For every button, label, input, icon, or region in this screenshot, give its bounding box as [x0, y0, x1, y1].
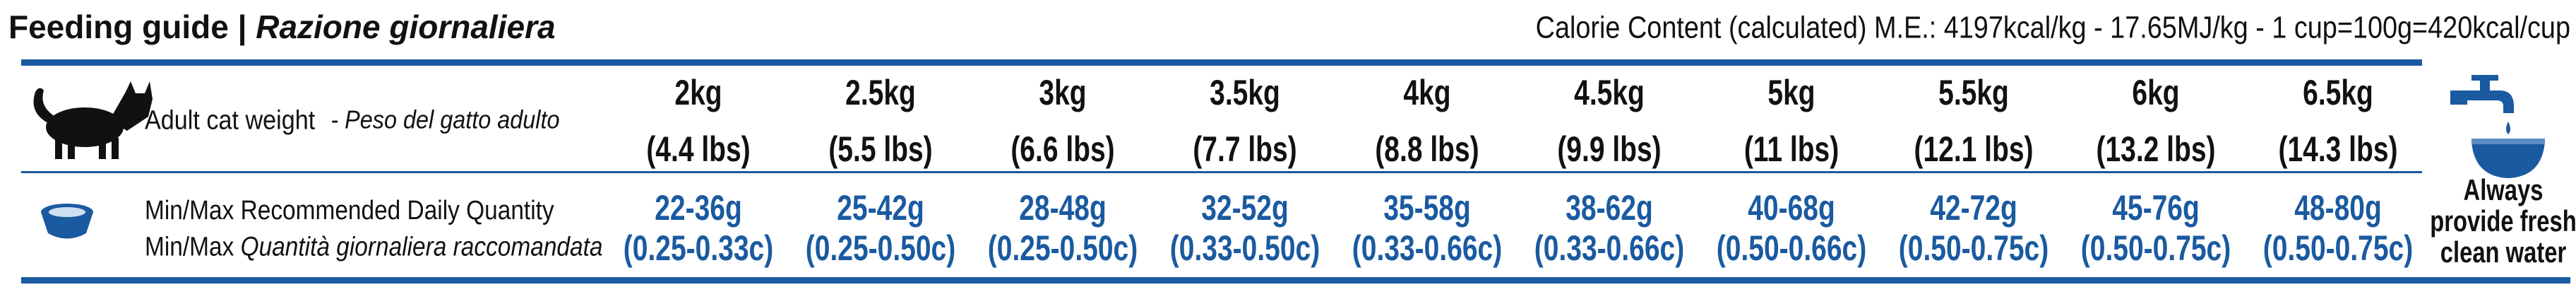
bottom-rule: [21, 277, 2570, 283]
weight-label-it: - Peso del gatto adulto: [330, 106, 559, 134]
quantity-cups: (0.25-0.50c): [988, 228, 1138, 268]
weight-kg: 4kg: [1403, 72, 1450, 112]
quantity-label: Min/Max Recommended Daily Quantity: [145, 195, 554, 225]
weight-lbs: (12.1 lbs): [1914, 129, 2033, 169]
quantity-label-it-prefix: Min/Max: [145, 232, 234, 262]
water-tap-icon: [2450, 75, 2545, 178]
weight-lbs: (5.5 lbs): [828, 129, 932, 169]
quantity-cups: (0.33-0.66c): [1534, 228, 1684, 268]
water-note-line: Always: [2464, 173, 2544, 206]
quantity-grams: 32-52g: [1201, 187, 1289, 228]
quantity-grams: 42-72g: [1930, 187, 2017, 228]
weight-kg: 5kg: [1767, 72, 1815, 112]
weight-lbs: (14.3 lbs): [2278, 129, 2397, 169]
water-note-line: clean water: [2440, 235, 2567, 269]
weight-lbs: (8.8 lbs): [1375, 129, 1479, 169]
weight-lbs: (7.7 lbs): [1193, 129, 1296, 169]
separator: |: [238, 8, 247, 45]
quantity-cups: (0.50-0.75c): [2081, 228, 2231, 268]
columns: 2kg (4.4 lbs) 22-36g(0.25-0.33c) 2.5kg (5.5 …: [624, 72, 2413, 268]
weight-lbs: (11 lbs): [1744, 129, 1839, 169]
water-note-line: provide fresh: [2430, 204, 2576, 238]
quantity-label-it: Min/Max Quantità giornaliera raccomandat…: [145, 232, 602, 262]
weight-label: Adult cat weight - Peso del gatto adulto: [145, 104, 559, 134]
mid-rule: [21, 171, 2422, 173]
quantity-cups: (0.33-0.66c): [1352, 228, 1502, 268]
quantity-grams: 48-80g: [2294, 187, 2382, 228]
quantity-cups: (0.50-0.75c): [2263, 228, 2413, 268]
quantity-cups: (0.50-0.66c): [1717, 228, 1866, 268]
weight-kg: 6kg: [2132, 72, 2179, 112]
subtitle: Razione giornaliera: [256, 8, 555, 45]
weight-kg: 5.5kg: [1938, 72, 2009, 112]
calorie-content: Calorie Content (calculated) M.E.: 4197k…: [1536, 10, 2570, 45]
quantity-grams: 22-36g: [655, 187, 742, 228]
weight-lbs: (9.9 lbs): [1557, 129, 1661, 169]
weight-kg: 3.5kg: [1210, 72, 1280, 112]
quantity-grams: 38-62g: [1566, 187, 1653, 228]
quantity-cups: (0.25-0.50c): [806, 228, 955, 268]
quantity-grams: 25-42g: [837, 187, 924, 228]
weight-kg: 2.5kg: [845, 72, 916, 112]
quantity-grams: 28-48g: [1019, 187, 1107, 228]
weight-lbs: (6.6 lbs): [1010, 129, 1114, 169]
quantity-cups: (0.50-0.75c): [1899, 228, 2049, 268]
quantity-cups: (0.25-0.33c): [624, 228, 773, 268]
weight-label-en: Adult cat weight: [145, 104, 315, 134]
top-rule: [21, 59, 2422, 66]
quantity-label-it-text: Quantità giornaliera raccomandata: [241, 232, 603, 262]
quantity-cups: (0.33-0.50c): [1170, 228, 1320, 268]
header-title: Feeding guide | Razione giornaliera: [8, 8, 556, 45]
weight-lbs: (4.4 lbs): [646, 129, 750, 169]
quantity-grams: 35-58g: [1383, 187, 1471, 228]
title: Feeding guide: [8, 8, 229, 45]
bowl-icon: [41, 204, 93, 239]
weight-lbs: (13.2 lbs): [2096, 129, 2215, 169]
weight-kg: 6.5kg: [2303, 72, 2373, 112]
cat-icon: [33, 81, 153, 159]
weight-kg: 4.5kg: [1574, 72, 1645, 112]
weight-kg: 2kg: [674, 72, 722, 112]
quantity-grams: 45-76g: [2112, 187, 2200, 228]
weight-kg: 3kg: [1039, 72, 1086, 112]
quantity-grams: 40-68g: [1748, 187, 1835, 228]
